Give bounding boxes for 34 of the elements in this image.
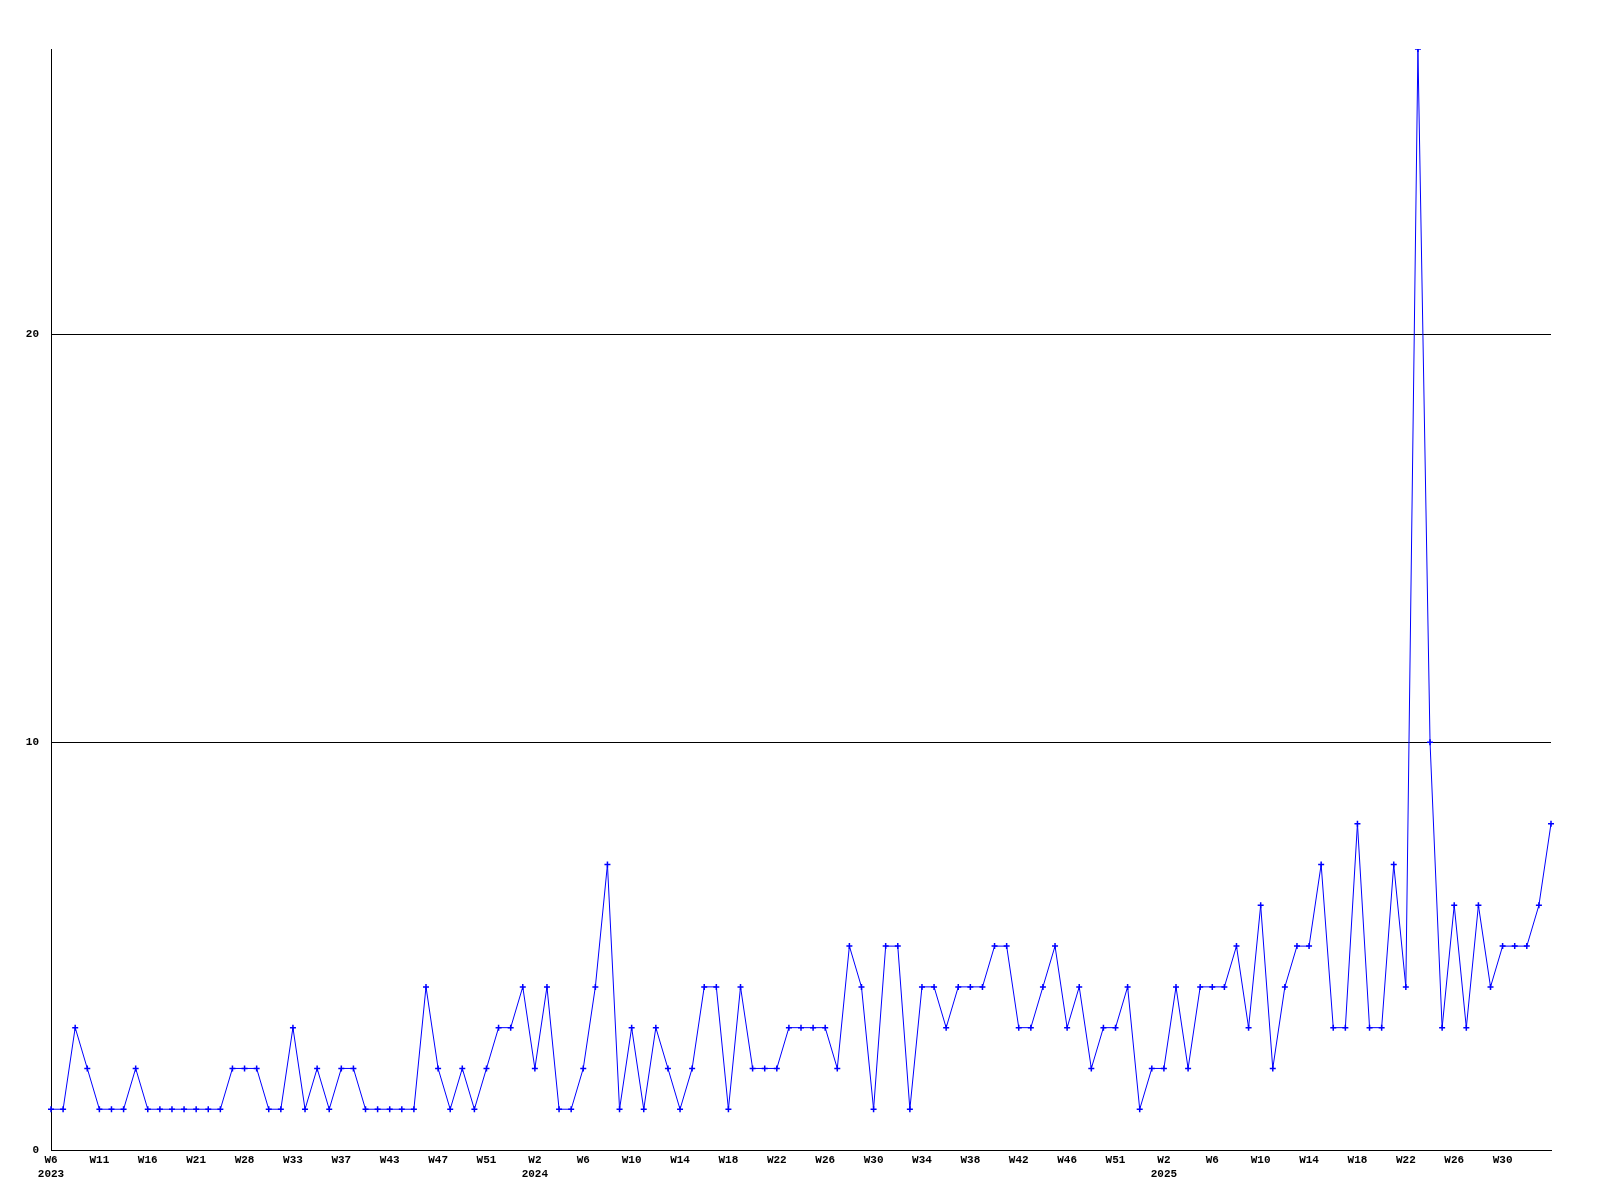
x-tick-label: W34 <box>912 1154 933 1167</box>
x-tick-label: W28 <box>234 1154 255 1167</box>
x-tick-label: W22 <box>766 1154 787 1167</box>
x-tick-label: W10 <box>1250 1154 1271 1167</box>
x-tick-label: W42 <box>1008 1154 1029 1167</box>
x-tick-label: W46 <box>1057 1154 1078 1167</box>
x-tick-label: W26 <box>1444 1154 1465 1167</box>
x-tick-label: W43 <box>379 1154 401 1167</box>
x-tick-label: W6 <box>576 1154 590 1167</box>
x-tick-label: W2 2025 <box>1150 1154 1178 1180</box>
x-tick-label: W16 <box>137 1154 158 1167</box>
y-tick-label: 10 <box>25 735 39 748</box>
y-tick-label: 20 <box>25 328 39 341</box>
x-tick-label: W37 <box>331 1154 352 1167</box>
x-tick-label: W10 <box>621 1154 642 1167</box>
x-tick-label: W6 <box>1205 1154 1219 1167</box>
x-tick-label: W33 <box>283 1154 304 1167</box>
x-tick-label: W18 <box>1347 1154 1368 1167</box>
x-tick-label: W22 <box>1395 1154 1416 1167</box>
x-tick-label: W30 <box>863 1154 884 1167</box>
x-tick-label: W51 <box>1105 1154 1126 1167</box>
x-tick-label: W14 <box>1299 1154 1320 1167</box>
x-tick-label: W21 <box>186 1154 207 1167</box>
x-tick-label: W30 <box>1492 1154 1513 1167</box>
x-tick-label: W18 <box>718 1154 739 1167</box>
x-tick-label: W14 <box>670 1154 691 1167</box>
x-tick-label: W26 <box>815 1154 836 1167</box>
x-tick-label: W6 2023 <box>37 1154 65 1180</box>
x-tick-label: W51 <box>476 1154 497 1167</box>
x-tick-label: W38 <box>960 1154 981 1167</box>
x-tick-label: W2 2024 <box>521 1154 549 1180</box>
x-tick-label: W47 <box>428 1154 448 1167</box>
y-tick-label: 0 <box>32 1143 39 1156</box>
x-tick-label: W11 <box>89 1154 110 1167</box>
